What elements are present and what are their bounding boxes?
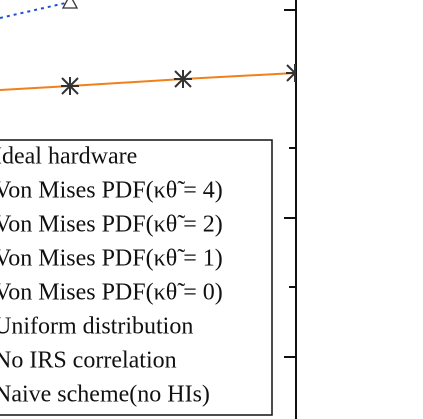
legend-label: Von Mises PDF(κθ̃ = 1) <box>0 246 223 272</box>
marker <box>286 64 296 82</box>
series-line <box>0 1 71 19</box>
legend-label: No IRS correlation <box>0 348 177 374</box>
legend-label: Von Mises PDF(κθ̃ = 0) <box>0 280 223 306</box>
legend: Ideal hardware Von Mises PDF(κθ̃ = 4) Von … <box>0 144 223 408</box>
legend-label: Naive scheme(no HIs) <box>0 382 210 408</box>
legend-label: Ideal hardware <box>0 144 137 170</box>
marker <box>61 0 79 9</box>
series-line <box>0 72 296 91</box>
legend-label: Von Mises PDF(κθ̃ = 4) <box>0 178 223 204</box>
marker <box>61 77 79 95</box>
marker <box>174 70 192 88</box>
legend-box <box>0 139 273 416</box>
legend-label: Von Mises PDF(κθ̃ = 2) <box>0 212 223 238</box>
legend-label: Uniform distribution <box>0 314 193 340</box>
plot-area <box>0 0 296 95</box>
